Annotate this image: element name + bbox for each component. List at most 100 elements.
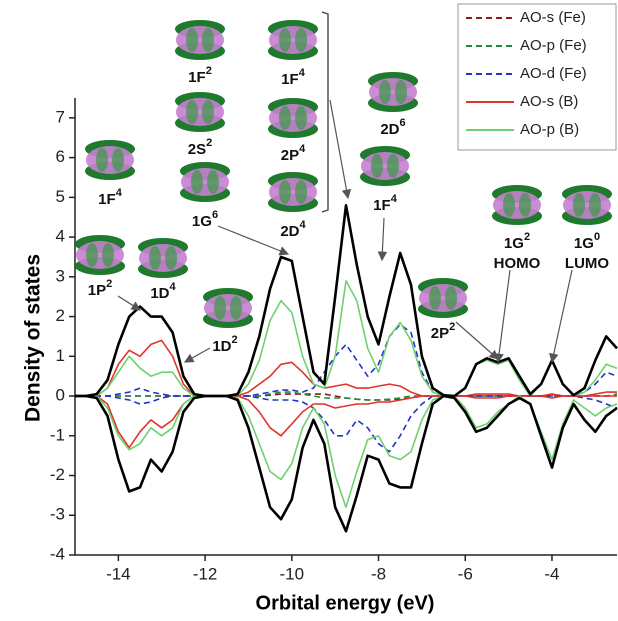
lobe	[395, 80, 407, 104]
orbital-label: 1P2	[88, 278, 112, 299]
lobe	[503, 193, 515, 217]
orbital-label: 1G0	[574, 231, 600, 252]
orbital-label: 2D6	[380, 117, 405, 138]
y-tick-label: -1	[50, 425, 65, 444]
orbital-superscript: 4	[170, 281, 177, 293]
legend-box	[457, 3, 617, 151]
lobe	[379, 80, 391, 104]
orbital-superscript: 2	[106, 278, 112, 290]
x-tick-label: -14	[106, 564, 131, 583]
series-line	[75, 394, 618, 533]
orbital-label: 2S2	[188, 137, 212, 158]
series-line	[75, 323, 618, 397]
lobe	[176, 26, 224, 54]
arrow	[377, 217, 388, 262]
arrow	[329, 99, 352, 200]
orbital-label: 1D4	[150, 281, 176, 302]
orbital-label: 1G6	[192, 209, 218, 230]
x-tick-label: -12	[193, 564, 218, 583]
orbital-name: 2D	[380, 121, 399, 138]
orbital-icon	[492, 185, 542, 225]
y-tick-label: 1	[56, 346, 65, 365]
orbital-name: 1G	[574, 235, 594, 252]
orbital-icon	[180, 162, 230, 202]
orbital-icon	[175, 92, 225, 132]
orbital-superscript: 6	[212, 209, 218, 221]
arrow	[183, 347, 211, 363]
legend-label: AO-s (Fe)	[520, 9, 586, 26]
orbital-name: 2P	[431, 325, 449, 342]
orbital-name: 1F	[188, 69, 206, 86]
orbital-icon	[268, 20, 318, 60]
y-tick-label: -3	[50, 505, 65, 524]
lobe	[573, 193, 585, 217]
lobe	[186, 28, 198, 52]
orbital-name: 1P	[88, 282, 106, 299]
x-tick-label: -6	[458, 564, 473, 583]
lobe	[493, 191, 541, 219]
y-tick-label: 7	[56, 107, 65, 126]
orbital-superscript: 2	[206, 65, 212, 77]
orbital-name: 1F	[373, 197, 391, 214]
lobe	[279, 28, 291, 52]
lobe	[269, 104, 317, 132]
x-tick-label: -8	[371, 564, 386, 583]
lobe	[295, 106, 307, 130]
orbital-name: 2P	[281, 147, 299, 164]
orbital-superscript: 4	[299, 143, 306, 155]
series-line	[75, 395, 617, 449]
arrow	[117, 295, 142, 311]
orbital-icon	[562, 185, 612, 225]
orbital-superscript: 2	[206, 137, 212, 149]
lobe	[181, 168, 229, 196]
lobe	[207, 170, 219, 194]
lobe	[214, 296, 226, 320]
x-axis-label: Orbital energy (eV)	[256, 592, 435, 614]
x-tick-label: -4	[544, 564, 559, 583]
lobe	[149, 246, 161, 270]
lobe	[563, 191, 611, 219]
bracket	[321, 11, 329, 213]
lobe	[230, 296, 242, 320]
y-tick-label: 0	[56, 386, 65, 405]
lobe	[519, 193, 531, 217]
lobe	[202, 100, 214, 124]
orbital-label: 1F2	[188, 65, 212, 86]
orbital-superscript: 4	[299, 67, 306, 79]
orbital-label: 2D4	[280, 219, 306, 240]
orbital-icon	[418, 278, 468, 318]
orbital-superscript: 2	[524, 231, 530, 243]
lobe	[269, 178, 317, 206]
orbital-name: 1D	[150, 285, 169, 302]
y-tick-label: 2	[56, 306, 65, 325]
orbital-superscript: 4	[391, 193, 398, 205]
orbital-note: LUMO	[565, 255, 609, 272]
lobe	[295, 28, 307, 52]
orbital-icon	[175, 20, 225, 60]
y-tick-label: -2	[50, 465, 65, 484]
lobe	[76, 241, 124, 269]
series-line	[75, 395, 618, 453]
y-tick-label: 5	[56, 187, 65, 206]
arrow	[455, 321, 499, 360]
lobe	[387, 154, 399, 178]
orbital-superscript: 4	[116, 187, 123, 199]
lobe	[86, 243, 98, 267]
lobe	[279, 180, 291, 204]
arrow	[217, 225, 290, 256]
orbital-superscript: 2	[232, 334, 238, 346]
series-line	[75, 280, 618, 397]
lobe	[419, 284, 467, 312]
orbital-superscript: 4	[300, 219, 307, 231]
legend-label: AO-p (Fe)	[520, 37, 587, 54]
lobe	[279, 106, 291, 130]
orbital-icon	[368, 72, 418, 112]
legend-label: AO-p (B)	[520, 121, 579, 138]
orbital-name: 1D	[212, 338, 231, 355]
lobe	[176, 98, 224, 126]
series-line	[75, 393, 617, 401]
orbital-superscript: 0	[594, 231, 600, 243]
y-tick-label: 4	[56, 227, 65, 246]
lobe	[96, 148, 108, 172]
